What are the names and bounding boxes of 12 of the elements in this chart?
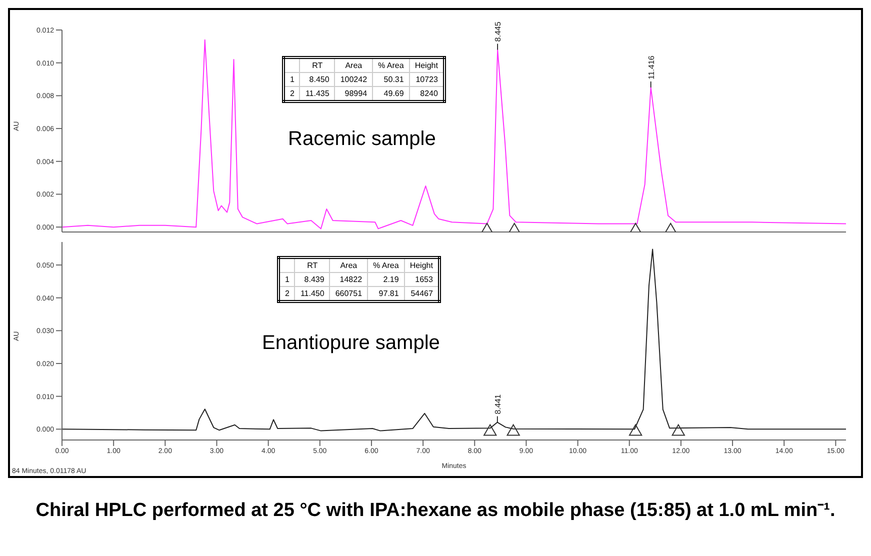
text: RT Area % Area Height xyxy=(307,261,433,270)
annotation: 8.445 xyxy=(494,21,503,42)
annotation: Enantiopure sample xyxy=(262,332,440,355)
text: RT Area % Area Height xyxy=(312,61,438,70)
annotation: 11.416 xyxy=(646,55,656,80)
text: 2 11.450 660751 97.81 54467 xyxy=(285,289,433,298)
annotation: 8.441 xyxy=(493,394,502,414)
text: 1 8.450 100242 50.31 10723 xyxy=(290,75,438,84)
annotation: Racemic sample xyxy=(288,128,436,151)
text: Chiral HPLC performed at 25 °C with IPA:hexane as mobile phase (15:85) at 1.0 mL min⁻¹. xyxy=(34,499,836,522)
text: 1 8.439 14822 2.19 1653 xyxy=(285,275,433,284)
text: 2 11.435 98994 49.69 8240 xyxy=(290,89,438,98)
